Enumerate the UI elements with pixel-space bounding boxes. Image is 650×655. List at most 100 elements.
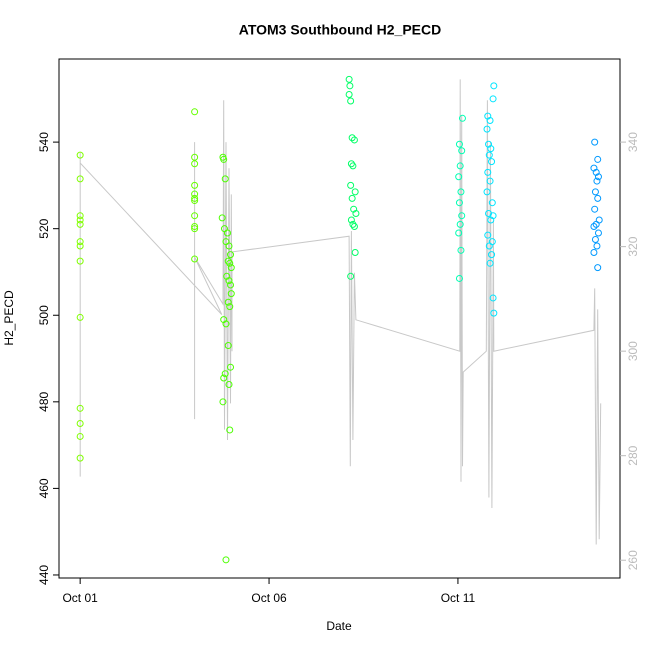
point [594,264,602,272]
point [484,231,492,239]
point [225,242,233,250]
point [591,205,599,213]
point [191,212,199,220]
point [223,229,231,237]
point [345,75,353,83]
y2-tick-label: 260 [626,550,640,570]
point [347,272,355,280]
point [351,188,359,196]
point [220,374,228,382]
point [226,303,234,311]
point [76,454,84,462]
point [345,90,353,98]
point [76,151,84,159]
point [76,216,84,224]
point [458,114,466,122]
y2-tick-label: 320 [626,236,640,256]
point [352,210,360,218]
point [458,147,466,155]
point [350,136,358,144]
point [486,259,494,267]
point [227,264,235,272]
point [485,242,493,250]
y-tick-label: 540 [37,132,51,152]
point [191,223,199,231]
point [489,95,497,103]
point [219,398,227,406]
point [488,199,496,207]
y-tick-label: 500 [37,305,51,325]
point [191,160,199,168]
point [591,188,599,196]
point [346,82,354,90]
point [485,151,493,159]
point [456,220,464,228]
point [224,342,232,350]
point [484,168,492,176]
point [458,212,466,220]
point [227,290,235,298]
y-axis-label: H2_PECD [2,290,16,346]
point [221,175,229,183]
point [487,145,495,153]
point [226,426,234,434]
point [591,236,599,244]
point [457,188,465,196]
point [227,363,235,371]
point [486,177,494,185]
point [224,257,232,265]
point [225,277,233,285]
point [76,404,84,412]
point [593,242,601,250]
point [488,251,496,259]
point [489,294,497,302]
point [191,108,199,116]
point [593,177,601,185]
point [76,238,84,246]
point [225,381,233,389]
point [455,199,463,207]
point [222,320,230,328]
point [191,255,199,263]
point [220,155,228,163]
point [348,134,356,142]
point [487,216,495,224]
point [348,194,356,202]
x-tick-label: Oct 06 [251,591,287,605]
x-tick-label: Oct 01 [62,591,98,605]
x-axis-label: Date [326,619,352,633]
point [594,194,602,202]
point [76,313,84,321]
point [191,225,199,233]
point [76,432,84,440]
point [351,248,359,256]
point [227,251,235,259]
y-tick-label: 480 [37,391,51,411]
chart-title: ATOM3 Southbound H2_PECD [239,22,441,38]
point [455,173,463,181]
point [490,309,498,317]
point [594,173,602,181]
point [350,223,358,231]
point [76,175,84,183]
point [347,181,355,189]
point [227,281,235,289]
point [590,248,598,256]
y2-tick-label: 280 [626,445,640,465]
point [590,223,598,231]
point [226,259,234,267]
point [591,138,599,146]
point [483,125,491,133]
point [349,220,357,228]
point [488,158,496,166]
point [221,370,229,378]
y2-tick-label: 340 [626,132,640,152]
point [592,220,600,228]
point [191,194,199,202]
point [218,214,226,222]
y-tick-label: 520 [37,218,51,238]
point [347,160,355,168]
point [224,298,232,306]
